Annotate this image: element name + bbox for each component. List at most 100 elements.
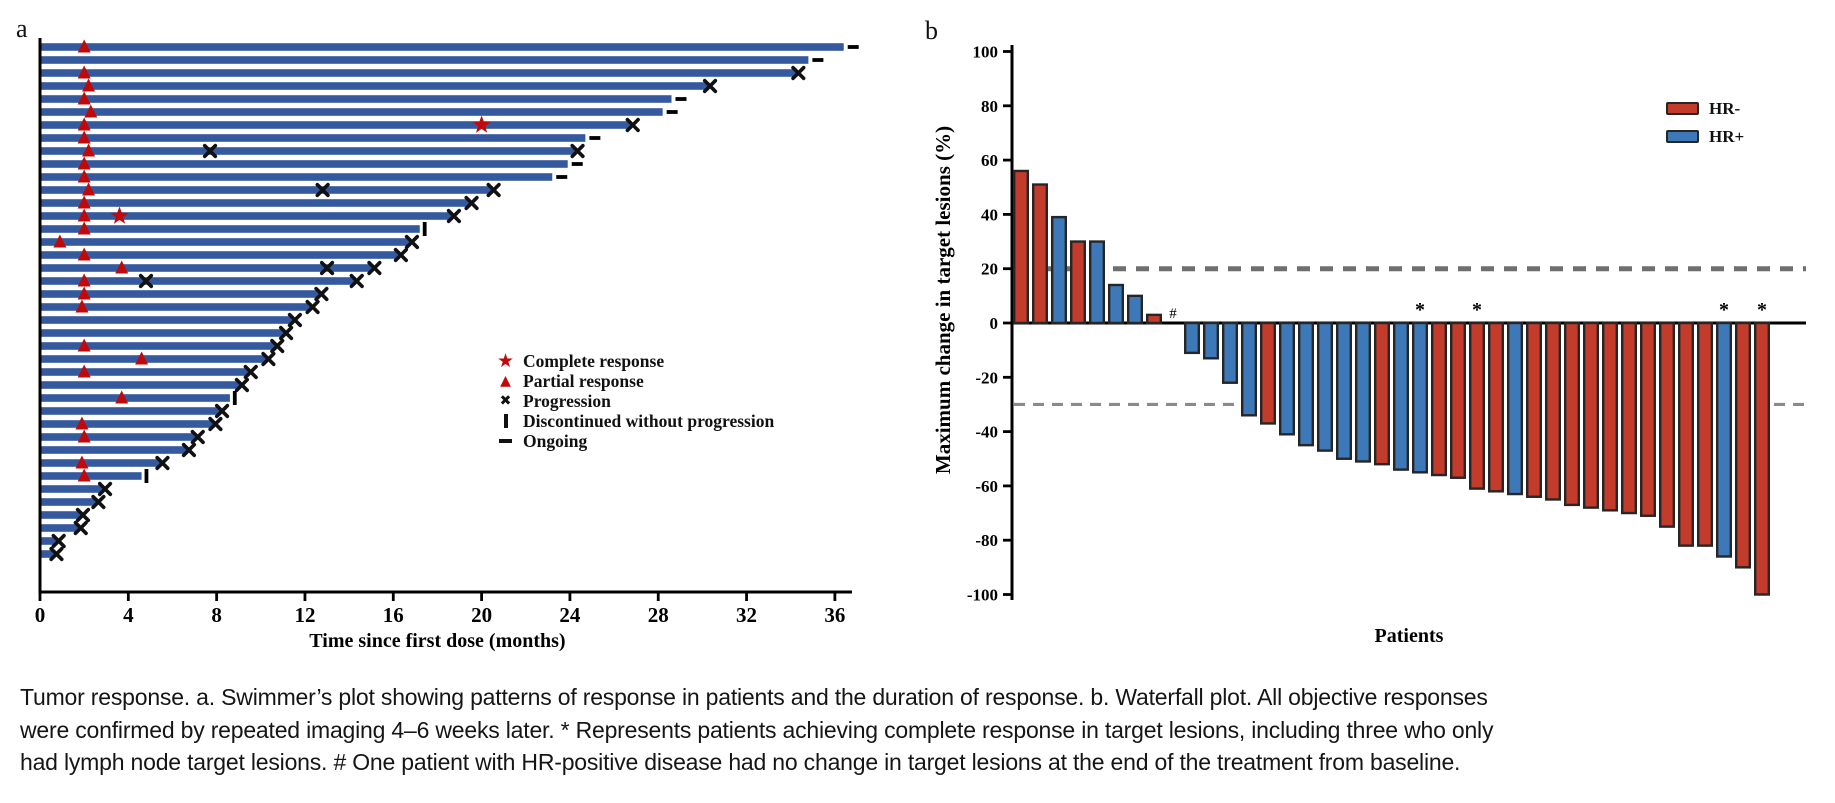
progression-marker	[404, 234, 420, 250]
progression-marker	[446, 208, 461, 224]
swimmer-bar	[41, 498, 98, 506]
swimmer-bar	[41, 108, 663, 116]
y-tick-label: 40	[981, 205, 998, 224]
progression-marker	[393, 247, 409, 263]
swimmer-bar	[41, 433, 197, 441]
progression-marker	[49, 546, 64, 562]
legend-label: Progression	[523, 390, 611, 411]
y-tick-label: -100	[967, 586, 998, 605]
panel-b-label: b	[925, 16, 938, 45]
waterfall-bar	[1620, 321, 1637, 515]
swimmer-bar	[41, 316, 294, 324]
swimmer-bar	[41, 472, 142, 480]
legend-label: HR+	[1709, 126, 1745, 146]
partial-response-marker	[82, 143, 96, 157]
waterfall-bar	[1392, 321, 1409, 471]
swimmer-bar	[41, 355, 268, 363]
legend-label: Complete response	[523, 350, 665, 371]
pipe-icon	[492, 414, 519, 428]
partial-response-marker	[77, 468, 91, 482]
dash-icon	[492, 439, 519, 443]
ongoing-marker	[589, 136, 601, 140]
y-tick-label: 60	[981, 151, 998, 170]
ongoing-marker	[556, 175, 568, 179]
x-tick-label: 32	[736, 603, 757, 627]
progression-marker	[202, 143, 218, 159]
waterfall-bar	[1107, 283, 1124, 325]
swimmer-bar	[41, 212, 453, 220]
progression-marker	[97, 481, 113, 497]
progression-marker	[349, 273, 364, 289]
waterfall-bar	[1544, 321, 1561, 501]
complete-response-marker	[110, 206, 129, 224]
waterfall-bar	[1430, 321, 1447, 477]
waterfall-bar	[1506, 321, 1523, 496]
swimmer-bar	[41, 511, 82, 519]
waterfall-bar	[1525, 321, 1542, 498]
partial-response-marker	[82, 182, 96, 196]
partial-response-marker	[84, 104, 98, 118]
waterfall-bar	[1354, 321, 1371, 463]
x-tick-label: 4	[123, 603, 134, 627]
triangle-icon	[492, 374, 519, 388]
ongoing-marker	[666, 110, 678, 114]
legend-item-discontinued: Discontinued without progression	[492, 411, 774, 431]
progression-marker	[190, 429, 205, 445]
progression-marker	[319, 260, 335, 276]
waterfall-bar	[1278, 321, 1295, 436]
figure-caption: Tumor response. a. Swimmer’s plot showin…	[20, 684, 1494, 775]
complete-response-asterisk: *	[1719, 299, 1729, 321]
swimmer-bar	[41, 134, 586, 142]
y-tick-label: -60	[975, 477, 998, 496]
partial-response-marker	[77, 273, 91, 287]
partial-response-marker	[77, 169, 91, 183]
swimmer-bar	[41, 537, 58, 545]
swimmer-bar	[41, 69, 798, 77]
ongoing-marker	[847, 45, 859, 49]
progression-marker	[702, 78, 718, 94]
swimmer-legend: Complete response Partial response Progr…	[492, 351, 774, 451]
partial-response-marker	[75, 299, 89, 313]
swimmer-bar	[41, 342, 277, 350]
swimmer-bar	[41, 56, 809, 64]
waterfall-bar	[1411, 321, 1428, 474]
swimmer-bar	[41, 238, 411, 246]
panel-a-label: a	[16, 14, 28, 43]
swimmer-bar	[41, 381, 241, 389]
swimmer-bar	[41, 173, 553, 181]
swimmer-bar	[41, 290, 321, 298]
waterfall-bar	[1145, 313, 1162, 325]
progression-marker	[261, 351, 276, 367]
hr-negative-swatch	[1666, 102, 1699, 115]
partial-response-marker	[115, 390, 129, 404]
partial-response-marker	[77, 429, 91, 443]
swimmer-bar	[41, 160, 568, 168]
swimmer-bar	[41, 199, 471, 207]
swimmer-bar	[41, 251, 400, 259]
progression-marker	[138, 273, 154, 289]
waterfall-bar	[1297, 321, 1314, 447]
complete-response-marker	[472, 115, 491, 133]
x-tick-label: 20	[471, 603, 492, 627]
partial-response-marker	[77, 195, 91, 209]
progression-marker	[75, 507, 91, 523]
swimmer-bar	[41, 82, 710, 90]
y-tick-label: 100	[973, 43, 999, 62]
progression-marker	[243, 364, 258, 380]
waterfall-y-axis-title: Maximum change in target lesions (%)	[931, 126, 955, 474]
progression-marker	[51, 533, 66, 549]
progression-marker	[464, 195, 479, 211]
progression-marker	[287, 312, 303, 328]
x-tick-label: 8	[211, 603, 222, 627]
y-tick-label: -80	[975, 531, 998, 550]
swimmer-bar	[41, 43, 844, 51]
progression-marker	[208, 416, 223, 432]
partial-response-marker	[77, 117, 91, 131]
partial-response-marker	[77, 208, 91, 222]
legend-item-complete-response: Complete response	[492, 351, 774, 371]
waterfall-x-axis-title: Patients	[1375, 625, 1444, 647]
waterfall-bar	[1050, 215, 1067, 325]
partial-response-marker	[77, 247, 91, 261]
charts-canvas: 0 4 8 12 16 20 24 28 32 36 Time since first dose (…	[35, 38, 1806, 652]
partial-response-marker	[77, 156, 91, 170]
